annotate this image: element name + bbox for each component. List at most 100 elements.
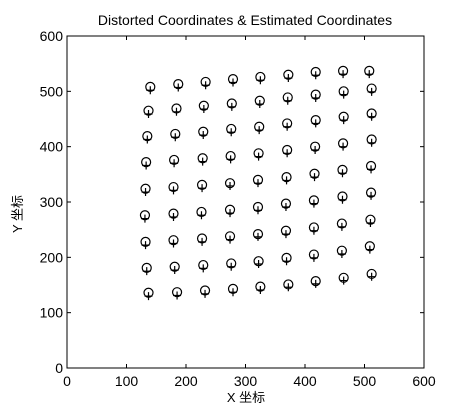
estimated-point bbox=[311, 119, 320, 128]
y-tick-label: 600 bbox=[40, 28, 64, 44]
estimated-point bbox=[142, 161, 151, 170]
estimated-point bbox=[367, 272, 376, 281]
estimated-point bbox=[140, 214, 149, 223]
estimated-point bbox=[229, 288, 238, 297]
x-tick-label: 200 bbox=[174, 373, 198, 389]
estimated-point bbox=[284, 283, 293, 292]
estimated-point bbox=[311, 145, 320, 154]
estimated-point bbox=[253, 206, 262, 215]
x-tick-label: 100 bbox=[115, 373, 139, 389]
estimated-point bbox=[169, 186, 178, 195]
estimated-point bbox=[367, 87, 376, 96]
estimated-point bbox=[197, 211, 206, 220]
estimated-point bbox=[256, 76, 265, 85]
data-markers bbox=[139, 65, 377, 301]
estimated-point bbox=[283, 96, 292, 105]
estimated-point bbox=[170, 266, 179, 275]
estimated-point bbox=[199, 131, 208, 140]
estimated-point bbox=[226, 209, 235, 218]
estimated-point bbox=[339, 276, 348, 285]
x-axis: 0 100 200 300 400 500 600 bbox=[63, 36, 436, 389]
estimated-point bbox=[310, 173, 319, 182]
estimated-point bbox=[170, 159, 179, 168]
estimated-point bbox=[338, 169, 347, 178]
estimated-point bbox=[226, 181, 235, 190]
estimated-point bbox=[339, 142, 348, 151]
estimated-point bbox=[309, 199, 318, 208]
estimated-point bbox=[365, 70, 374, 79]
estimated-point bbox=[169, 239, 178, 248]
estimated-point bbox=[227, 262, 236, 271]
estimated-point bbox=[199, 105, 208, 114]
estimated-point bbox=[226, 235, 235, 244]
estimated-point bbox=[367, 191, 376, 200]
estimated-point bbox=[253, 232, 262, 241]
x-tick-label: 600 bbox=[412, 373, 436, 389]
estimated-point bbox=[144, 292, 153, 301]
estimated-point bbox=[254, 259, 263, 268]
y-tick-label: 100 bbox=[40, 305, 64, 321]
estimated-point bbox=[337, 250, 346, 259]
estimated-point bbox=[198, 237, 207, 246]
estimated-point bbox=[283, 122, 292, 131]
estimated-point bbox=[201, 289, 210, 298]
estimated-point bbox=[311, 93, 320, 102]
estimated-point bbox=[339, 70, 348, 79]
estimated-point bbox=[338, 195, 347, 204]
x-tick-label: 400 bbox=[293, 373, 317, 389]
estimated-point bbox=[172, 107, 181, 116]
x-axis-label: X 坐标 bbox=[227, 390, 265, 404]
estimated-point bbox=[281, 202, 290, 211]
estimated-point bbox=[311, 279, 320, 288]
estimated-point bbox=[227, 128, 236, 137]
estimated-point bbox=[146, 86, 155, 95]
estimated-point bbox=[365, 245, 374, 254]
estimated-point bbox=[311, 71, 320, 80]
y-tick-label: 400 bbox=[40, 139, 64, 155]
y-tick-label: 200 bbox=[40, 249, 64, 265]
estimated-point bbox=[309, 226, 318, 235]
estimated-point bbox=[284, 74, 293, 83]
estimated-point bbox=[226, 155, 235, 164]
estimated-point bbox=[174, 83, 183, 92]
estimated-point bbox=[339, 90, 348, 99]
x-tick-label: 0 bbox=[63, 373, 71, 389]
estimated-point bbox=[229, 78, 238, 87]
x-tick-label: 300 bbox=[234, 373, 258, 389]
y-axis-label: Y 坐标 bbox=[10, 195, 25, 233]
estimated-point bbox=[171, 133, 180, 142]
estimated-point bbox=[199, 264, 208, 273]
estimated-point bbox=[256, 285, 265, 294]
y-tick-label: 0 bbox=[55, 360, 63, 376]
estimated-point bbox=[367, 165, 376, 174]
estimated-point bbox=[255, 126, 264, 135]
estimated-point bbox=[283, 149, 292, 158]
estimated-point bbox=[255, 100, 264, 109]
estimated-point bbox=[198, 157, 207, 166]
chart-title: Distorted Coordinates & Estimated Coordi… bbox=[98, 12, 392, 28]
estimated-point bbox=[282, 176, 291, 185]
estimated-point bbox=[143, 135, 152, 144]
estimated-point bbox=[366, 219, 375, 228]
y-tick-label: 300 bbox=[40, 194, 64, 210]
estimated-point bbox=[227, 102, 236, 111]
estimated-point bbox=[201, 81, 210, 90]
estimated-point bbox=[254, 152, 263, 161]
estimated-point bbox=[367, 138, 376, 147]
y-tick-label: 500 bbox=[40, 83, 64, 99]
plot-area bbox=[66, 35, 425, 369]
estimated-point bbox=[173, 291, 182, 300]
y-axis: 0 100 200 300 400 500 600 bbox=[40, 28, 424, 376]
estimated-point bbox=[198, 184, 207, 193]
estimated-point bbox=[367, 112, 376, 121]
estimated-point bbox=[144, 110, 153, 119]
estimated-point bbox=[281, 230, 290, 239]
estimated-point bbox=[337, 222, 346, 231]
estimated-point bbox=[141, 188, 150, 197]
x-tick-label: 500 bbox=[353, 373, 377, 389]
estimated-point bbox=[253, 179, 262, 188]
estimated-point bbox=[169, 212, 178, 221]
estimated-point bbox=[309, 253, 318, 262]
estimated-point bbox=[339, 116, 348, 125]
